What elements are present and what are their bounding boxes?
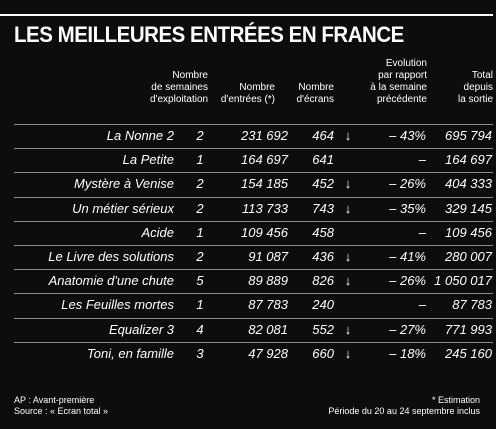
- row-divider: [14, 220, 493, 222]
- row-divider: [14, 341, 493, 343]
- film-title: Les Feuilles mortes: [61, 297, 174, 313]
- film-title: Le Livre des solutions: [48, 249, 174, 264]
- table-row: Mystère à Venise 2 154 185 452 – 26% 404 333 ↓: [14, 172, 493, 196]
- evolution-value: – 43%: [389, 128, 426, 143]
- row-divider: [14, 172, 493, 174]
- screens-count: 641: [312, 152, 334, 168]
- footnote-ap: AP : Avant-première: [14, 395, 95, 405]
- weeks-count: 2: [196, 128, 204, 143]
- evolution-value: –: [418, 152, 426, 168]
- screens-count: 464: [312, 128, 334, 143]
- page-title: LES MEILLEURES ENTRÉES EN FRANCE: [14, 22, 404, 47]
- evolution-value: – 26%: [389, 176, 426, 192]
- table-row: Un métier sérieux 2 113 733 743 – 35% 329 145…: [14, 196, 493, 221]
- film-title: Mystère à Venise: [74, 176, 174, 192]
- entries-count: 91 087: [248, 249, 288, 264]
- weeks-count: 2: [196, 200, 204, 216]
- table-row: Le Livre des solutions 2 91 087 436 – 41% 280…: [14, 245, 493, 269]
- header-screens: Nombre d'écrans: [296, 82, 335, 105]
- down-arrow-icon: ↓: [344, 249, 352, 264]
- film-title: Anatomie d'une chute: [48, 273, 174, 289]
- down-arrow-icon: ↓: [344, 200, 352, 216]
- table-row: Les Feuilles mortes 1 87 783 240 – 87 783: [14, 293, 493, 317]
- weeks-count: 4: [196, 321, 204, 337]
- evolution-value: – 35%: [389, 200, 426, 216]
- header-evolution: Evolution par rapport à la semaine précé…: [370, 58, 427, 105]
- total-entries: 245 160: [445, 345, 492, 361]
- weeks-count: 2: [196, 249, 204, 264]
- entries-count: 87 783: [248, 297, 288, 313]
- total-entries: 1 050 017: [434, 273, 492, 289]
- screens-count: 743: [312, 200, 334, 216]
- film-title: Equalizer 3: [108, 321, 174, 337]
- film-title: La Petite: [122, 152, 174, 168]
- entries-count: 82 081: [248, 321, 288, 337]
- down-arrow-icon: ↓: [344, 128, 352, 143]
- entries-count: 164 697: [241, 152, 288, 168]
- weeks-count: 1: [196, 224, 204, 240]
- screens-count: 552: [312, 321, 334, 337]
- footnote-period: Période du 20 au 24 septembre inclus: [328, 406, 480, 416]
- table-row: La Petite 1 164 697 641 – 164 697: [14, 148, 493, 172]
- down-arrow-icon: ↓: [344, 345, 352, 361]
- table-row: Anatomie d'une chute 5 89 889 826 – 26% 1 050…: [14, 269, 493, 293]
- total-entries: 280 007: [445, 249, 492, 264]
- down-arrow-icon: ↓: [344, 176, 352, 192]
- row-divider: [14, 196, 493, 198]
- row-divider: [14, 269, 493, 271]
- entries-count: 109 456: [241, 224, 288, 240]
- total-entries: 695 794: [445, 128, 492, 143]
- down-arrow-icon: ↓: [344, 273, 352, 289]
- film-title: Toni, en famille: [87, 345, 174, 361]
- footnote-estimation: * Estimation: [431, 395, 480, 405]
- total-entries: 87 783: [452, 297, 492, 313]
- film-title: Acide: [141, 224, 174, 240]
- down-arrow-icon: ↓: [344, 321, 352, 337]
- weeks-count: 2: [196, 176, 204, 192]
- row-divider: [14, 124, 493, 125]
- entries-count: 113 733: [241, 200, 288, 216]
- total-entries: 109 456: [445, 224, 492, 240]
- total-entries: 164 697: [445, 152, 492, 168]
- screens-count: 240: [312, 297, 334, 313]
- entries-count: 89 889: [248, 273, 288, 289]
- evolution-value: – 41%: [389, 249, 426, 264]
- film-title: Un métier sérieux: [72, 200, 174, 216]
- weeks-count: 3: [196, 345, 204, 361]
- weeks-count: 5: [196, 273, 204, 289]
- evolution-value: – 18%: [389, 345, 426, 361]
- screens-count: 452: [312, 176, 334, 192]
- evolution-value: – 27%: [389, 321, 426, 337]
- table-row: Acide 1 109 456 458 – 109 456: [14, 220, 493, 245]
- table-row: Equalizer 3 4 82 081 552 – 27% 771 993 ↓: [14, 317, 493, 342]
- row-divider: [14, 148, 493, 150]
- row-divider: [14, 245, 493, 246]
- entries-count: 154 185: [241, 176, 288, 192]
- film-title: La Nonne 2: [106, 128, 174, 143]
- entries-count: 231 692: [241, 128, 288, 143]
- evolution-value: – 26%: [389, 273, 426, 289]
- screens-count: 458: [312, 224, 334, 240]
- screens-count: 436: [312, 249, 334, 264]
- screens-count: 826: [312, 273, 334, 289]
- footnote-source: Source : « Ecran total »: [14, 406, 109, 416]
- total-entries: 771 993: [445, 321, 492, 337]
- top-rule: [0, 14, 493, 16]
- header-total: Total depuis la sortie: [457, 70, 493, 105]
- total-entries: 329 145: [445, 200, 492, 216]
- row-divider: [14, 317, 493, 319]
- entries-count: 47 928: [248, 345, 288, 361]
- table-row: La Nonne 2 2 231 692 464 – 43% 695 794 ↓: [14, 124, 493, 148]
- weeks-count: 1: [196, 152, 204, 168]
- table-row: Toni, en famille 3 47 928 660 – 18% 245 160 ↓: [14, 341, 493, 366]
- weeks-count: 1: [196, 297, 204, 313]
- row-divider: [14, 293, 493, 295]
- screens-count: 660: [312, 345, 334, 361]
- total-entries: 404 333: [445, 176, 492, 192]
- evolution-value: –: [418, 224, 426, 240]
- header-entries: Nombre d'entrées (*): [220, 82, 275, 105]
- evolution-value: –: [418, 297, 426, 313]
- header-weeks: Nombre de semaines d'exploitation: [150, 70, 209, 105]
